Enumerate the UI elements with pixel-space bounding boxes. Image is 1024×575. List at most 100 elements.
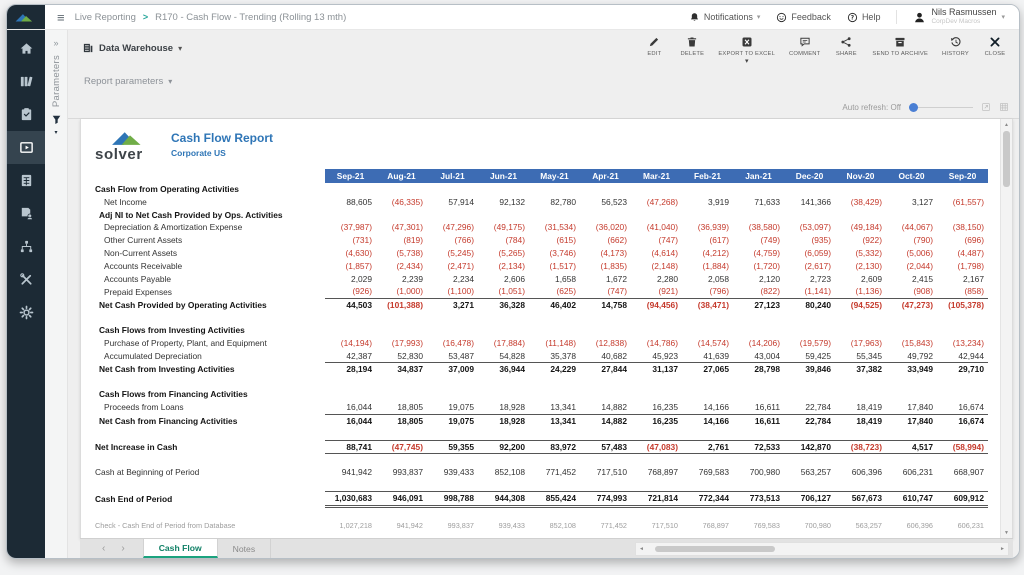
comment-button[interactable]: COMMENT: [789, 32, 820, 57]
delete-button[interactable]: DELETE: [680, 32, 704, 57]
filter-funnel-icon[interactable]: [51, 114, 62, 125]
cell-value: 42,387: [346, 350, 372, 361]
cell-value: 46,402: [529, 298, 580, 312]
horizontal-scroll-thumb[interactable]: [655, 546, 775, 552]
cell-value: 4,517: [886, 439, 937, 455]
cell-value: (617): [709, 235, 729, 246]
report-parameters-toggle[interactable]: Report parameters: [84, 75, 164, 87]
spacer-cell: [89, 312, 988, 324]
scroll-up-icon[interactable]: [1001, 119, 1012, 130]
cell-value: 852,108: [549, 520, 576, 530]
cell-value: 39,846: [784, 362, 835, 377]
horizontal-scrollbar[interactable]: [635, 542, 1009, 556]
feedback-button[interactable]: Feedback: [776, 12, 831, 23]
scroll-down-icon[interactable]: [1001, 527, 1012, 538]
cell-value: 34,837: [376, 362, 427, 377]
help-button[interactable]: ? Help: [847, 12, 880, 23]
tab-notes[interactable]: Notes: [218, 539, 272, 558]
tab-cash-flow[interactable]: Cash Flow: [142, 539, 218, 558]
edit-label: EDIT: [647, 51, 662, 57]
expand-panel-icon[interactable]: [53, 38, 58, 48]
row-label: Net Income: [104, 196, 147, 207]
cell-value: (858): [964, 286, 984, 297]
cell-value: (38,429): [850, 196, 882, 207]
feedback-label: Feedback: [791, 12, 831, 22]
cell-value: [682, 209, 733, 222]
sidebar-item-user-documents[interactable]: [7, 197, 45, 230]
sidebar: [7, 30, 45, 558]
cell-value: 16,235: [631, 413, 682, 428]
scroll-left-icon[interactable]: [636, 546, 647, 552]
cell-value: (1,720): [753, 260, 780, 271]
cell-value: 16,611: [755, 401, 780, 412]
cell-value: 852,108: [494, 467, 525, 478]
parameters-panel-collapsed[interactable]: Parameters: [45, 30, 68, 558]
cell-value: (14,574): [697, 337, 729, 348]
edit-button[interactable]: EDIT: [642, 32, 666, 57]
report-sheet: solver Cash Flow Report Corporate US Sep…: [80, 119, 1013, 539]
sidebar-item-tasks[interactable]: [7, 98, 45, 131]
cell-value: [631, 324, 682, 337]
sidebar-item-home[interactable]: [7, 32, 45, 65]
smiley-icon: [776, 12, 787, 23]
cell-value: 16,044: [325, 413, 376, 428]
menu-icon[interactable]: [57, 10, 65, 25]
cell-value: (4,759): [753, 247, 780, 258]
open-in-window-icon[interactable]: [981, 102, 991, 112]
auto-refresh-row: Auto refresh: Off: [68, 96, 1019, 119]
history-button[interactable]: HISTORY: [942, 32, 969, 57]
breadcrumb-section[interactable]: Live Reporting: [74, 11, 136, 23]
cell-value: (5,245): [447, 247, 474, 258]
slider-knob[interactable]: [909, 102, 918, 112]
cell-value: [580, 324, 631, 337]
sidebar-item-integrations[interactable]: [7, 230, 45, 263]
sidebar-item-budgeting[interactable]: [7, 164, 45, 197]
month-header: Nov-20: [835, 169, 886, 183]
cell-value: 774,993: [580, 491, 631, 508]
cell-value: (38,471): [682, 298, 733, 312]
vertical-scroll-thumb[interactable]: [1003, 131, 1010, 187]
history-icon: [950, 36, 962, 48]
sidebar-item-library[interactable]: [7, 65, 45, 98]
cell-value: [478, 183, 529, 196]
cell-value: [325, 209, 376, 222]
cell-value: 1,027,218: [339, 520, 372, 530]
cell-value: (49,175): [493, 222, 525, 233]
cell-value: [376, 388, 427, 401]
scroll-right-icon[interactable]: [997, 546, 1008, 552]
grid-view-icon[interactable]: [999, 102, 1009, 112]
notifications-button[interactable]: Notifications: [689, 12, 761, 23]
cell-value: 2,723: [810, 273, 831, 284]
auto-refresh-slider[interactable]: [909, 102, 973, 112]
table-row: Purchase of Property, Plant, and Equipme…: [89, 337, 988, 350]
vertical-scrollbar[interactable]: [1000, 119, 1012, 538]
month-header: Sep-21: [325, 169, 376, 183]
previous-sheet-icon[interactable]: [102, 543, 105, 554]
sidebar-item-admin-tools[interactable]: [7, 263, 45, 296]
close-button[interactable]: CLOSE: [983, 32, 1007, 57]
history-label: HISTORY: [942, 51, 969, 57]
send-to-archive-button[interactable]: SEND TO ARCHIVE: [872, 32, 928, 57]
sidebar-item-settings[interactable]: [7, 296, 45, 329]
table-row: Net Cash Provided by Operating Activitie…: [89, 298, 988, 312]
row-label: Accounts Receivable: [104, 260, 183, 271]
export-to-excel-button[interactable]: EXPORT TO EXCEL: [718, 32, 775, 64]
cell-value: (2,434): [396, 260, 423, 271]
cell-value: 773,513: [733, 491, 784, 508]
cell-value: 941,942: [396, 520, 423, 530]
spacer-row: [89, 312, 988, 324]
cell-value: 993,837: [447, 520, 474, 530]
avatar-icon: [913, 11, 926, 24]
user-menu[interactable]: Nils Rasmussen CorpDev Macros: [913, 8, 1005, 26]
cell-value: 18,928: [499, 401, 525, 412]
edit-icon: [648, 36, 660, 48]
share-button[interactable]: SHARE: [834, 32, 858, 57]
row-label: Cash Flows from Financing Activities: [99, 389, 248, 400]
next-sheet-icon[interactable]: [121, 543, 124, 554]
cell-value: 56,523: [601, 196, 627, 207]
sidebar-item-live-reporting[interactable]: [7, 131, 45, 164]
data-source-selector[interactable]: Data Warehouse: [82, 42, 182, 54]
cell-value: [325, 183, 376, 196]
app-logo[interactable]: [7, 5, 45, 29]
cell-value: 563,257: [855, 520, 882, 530]
